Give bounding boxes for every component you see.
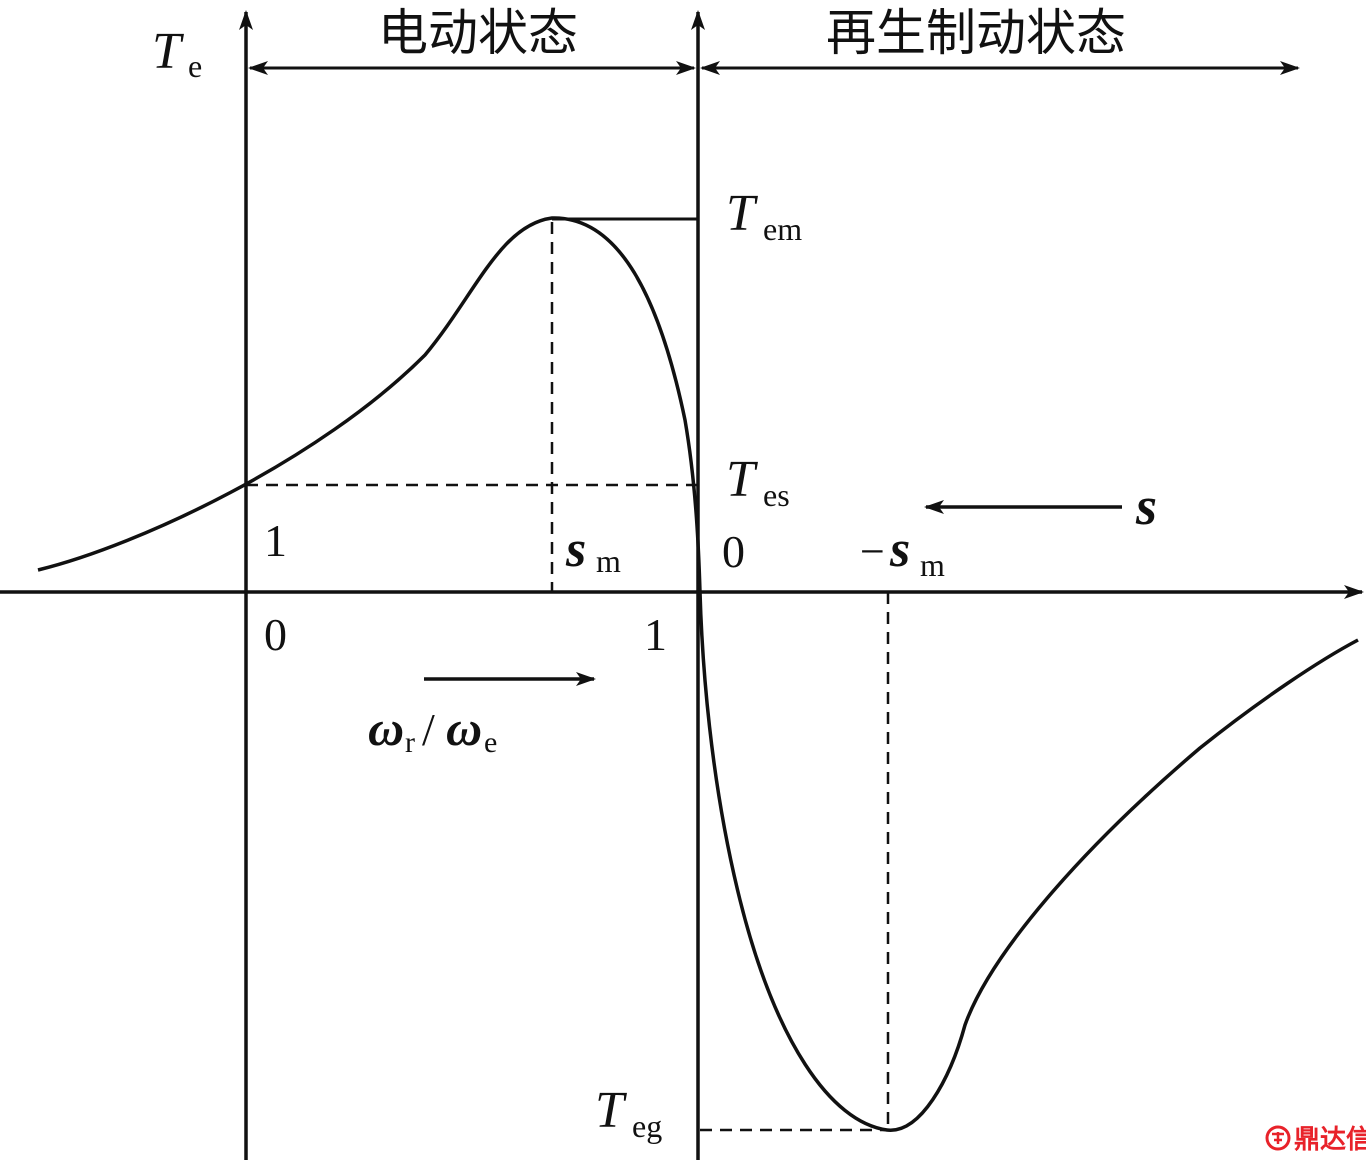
watermark-logo-icon <box>1265 1125 1291 1151</box>
neg-s-m-sign: − <box>860 527 885 576</box>
torque-speed-curve <box>37 216 1359 1132</box>
omega-r-symbol: ω <box>368 700 404 756</box>
ratio-slash: / <box>422 704 435 755</box>
t-em-symbol: T <box>726 185 758 242</box>
t-es-label: T es <box>726 451 790 513</box>
t-eg-symbol: T <box>595 1082 627 1139</box>
t-em-subscript: em <box>763 211 802 247</box>
t-es-symbol: T <box>726 451 758 508</box>
watermark-logo-mark <box>1272 1132 1284 1144</box>
neg-s-m-subscript: m <box>920 547 945 583</box>
t-em-label: T em <box>726 185 802 247</box>
slip-one-tick: 1 <box>264 515 287 566</box>
speed-zero-tick: 0 <box>264 609 287 660</box>
neg-s-m-symbol: s <box>889 521 910 578</box>
speed-ratio-label: ω r / ω e <box>368 700 497 759</box>
torque-axis-symbol: T <box>152 23 184 80</box>
t-es-subscript: es <box>763 477 790 513</box>
omega-r-subscript: r <box>405 726 415 759</box>
regenerative-region-label: 再生制动状态 <box>826 4 1126 62</box>
slip-axis-label: s <box>1135 476 1157 536</box>
torque-axis-subscript: e <box>188 48 202 84</box>
motoring-region-label: 电动状态 <box>378 4 578 62</box>
s-m-symbol: s <box>565 521 586 578</box>
t-eg-label: T eg <box>595 1082 662 1144</box>
slip-zero-tick: 0 <box>722 526 745 577</box>
speed-one-tick: 1 <box>644 609 667 660</box>
omega-e-symbol: ω <box>446 700 482 756</box>
omega-e-subscript: e <box>484 726 497 759</box>
watermark-text: 鼎达信 <box>1294 1125 1366 1155</box>
neg-s-m-label: − s m <box>860 521 945 583</box>
s-m-subscript: m <box>596 543 621 579</box>
watermark: 鼎达信 <box>1265 1125 1366 1155</box>
s-m-label: s m <box>565 521 621 579</box>
t-eg-subscript: eg <box>632 1108 662 1144</box>
torque-axis-label: T e <box>152 23 202 84</box>
